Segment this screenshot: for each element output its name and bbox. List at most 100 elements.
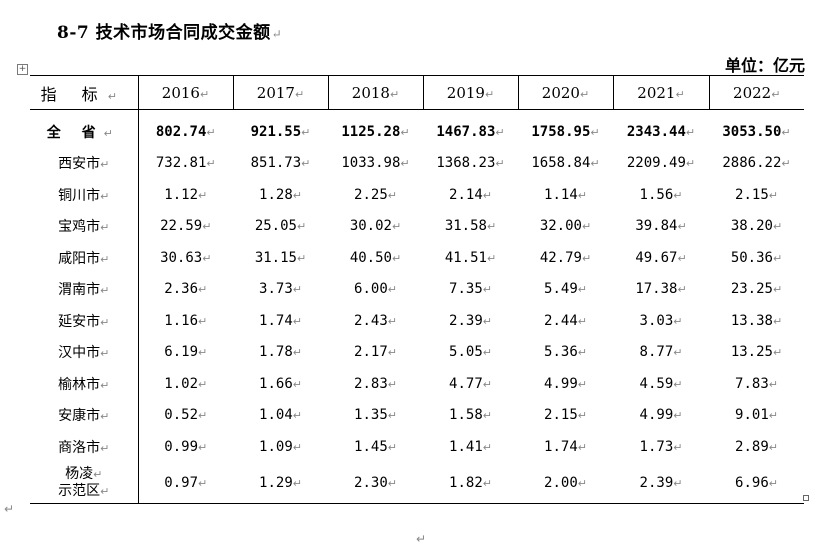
cell: 921.55↵ [250, 123, 311, 140]
row-name: 延安市↵ [30, 305, 139, 337]
cell: 2.25↵ [354, 186, 397, 203]
cell: 5.05↵ [449, 344, 492, 361]
cell: 22.59↵ [160, 218, 212, 235]
row-name: 杨凌↵ 示范区↵ [30, 462, 139, 504]
row-name: 商洛市↵ [30, 431, 139, 463]
cell: 41.51↵ [444, 249, 497, 266]
header-year: 2021↵ [612, 75, 709, 110]
cell: 732.81↵ [155, 155, 216, 172]
cell: 2886.22↵ [722, 155, 791, 172]
cell: 6.96↵ [709, 462, 804, 504]
header-year: 2017↵ [232, 75, 328, 110]
cell: 2343.44↵ [626, 123, 696, 140]
cell: 1658.84↵ [531, 155, 600, 172]
table-row: 安康市↵ 0.52↵ 1.04↵ 1.35↵ 1.58↵ 2.15↵ 4.99↵… [30, 399, 804, 431]
cell: 3.73↵ [259, 281, 302, 298]
cell: 50.36↵ [730, 249, 783, 266]
cell: 2.39↵ [613, 462, 709, 504]
cell: 2.15↵ [544, 407, 587, 424]
cell: 1467.83↵ [436, 123, 505, 140]
cell: 1.29↵ [233, 462, 328, 504]
cell: 25.05↵ [254, 218, 307, 235]
cell: 1758.95↵ [531, 123, 600, 140]
cell: 2209.49↵ [626, 155, 696, 172]
cell: 49.67↵ [635, 249, 687, 266]
table-row: 商洛市↵ 0.99↵ 1.09↵ 1.45↵ 1.41↵ 1.74↵ 1.73↵… [30, 431, 804, 463]
cell: 802.74↵ [155, 123, 216, 140]
cell: 31.58↵ [444, 218, 497, 235]
row-name: 咸阳市↵ [30, 242, 139, 274]
cell: 2.17↵ [354, 344, 397, 361]
cell: 1.12↵ [164, 186, 208, 203]
cell: 1.14↵ [544, 186, 587, 203]
cell: 6.00↵ [354, 281, 397, 298]
cell: 1.09↵ [259, 438, 302, 455]
cell: 5.36↵ [544, 344, 587, 361]
cell: 1033.98↵ [341, 155, 410, 172]
cell: 1.58↵ [449, 407, 492, 424]
cell: 1.02↵ [164, 375, 208, 392]
cell: 0.52↵ [164, 407, 208, 424]
table-move-handle-icon[interactable]: + [17, 64, 28, 75]
cell: 2.89↵ [735, 438, 778, 455]
cell: 3053.50↵ [722, 123, 791, 140]
table-row: 咸阳市↵ 30.63↵ 31.15↵ 40.50↵ 41.51↵ 42.79↵ … [30, 242, 804, 274]
cell: 13.25↵ [730, 344, 783, 361]
table-row: 铜川市↵ 1.12↵ 1.28↵ 2.25↵ 2.14↵ 1.14↵ 1.56↵… [30, 179, 804, 211]
header-row: 指 标↵ 2016↵ 2017↵ 2018↵ 2019↵ 2020↵ 2021↵… [30, 75, 804, 110]
cell: 7.83↵ [735, 375, 778, 392]
cell: 1.66↵ [259, 375, 302, 392]
cell: 5.49↵ [544, 281, 587, 298]
header-year: 2019↵ [422, 75, 518, 110]
cell: 3.03↵ [639, 312, 683, 329]
cell: 8.77↵ [639, 344, 683, 361]
table-row: 全 省↵ 802.74↵ 921.55↵ 1125.28↵ 1467.83↵ 1… [30, 109, 804, 148]
cell: 2.39↵ [449, 312, 492, 329]
row-name: 榆林市↵ [30, 368, 139, 400]
row-name: 安康市↵ [30, 399, 139, 431]
cell: 31.15↵ [254, 249, 307, 266]
table-row: 西安市↵ 732.81↵ 851.73↵ 1033.98↵ 1368.23↵ 1… [30, 147, 804, 179]
row-name: 铜川市↵ [30, 179, 139, 211]
cell: 2.43↵ [354, 312, 397, 329]
table-row: 延安市↵ 1.16↵ 1.74↵ 2.43↵ 2.39↵ 2.44↵ 3.03↵… [30, 305, 804, 337]
header-year: 2016↵ [137, 75, 233, 110]
cell: 1.16↵ [164, 312, 208, 329]
cell: 42.79↵ [539, 249, 592, 266]
cell: 1.56↵ [639, 186, 683, 203]
cell: 1.73↵ [639, 438, 683, 455]
cell: 30.02↵ [349, 218, 402, 235]
cell: 1368.23↵ [436, 155, 505, 172]
table-row: 渭南市↵ 2.36↵ 3.73↵ 6.00↵ 7.35↵ 5.49↵ 17.38… [30, 273, 804, 305]
cell: 6.19↵ [164, 344, 208, 361]
cell: 2.36↵ [164, 281, 208, 298]
cell: 851.73↵ [250, 155, 311, 172]
cell: 1.04↵ [259, 407, 302, 424]
cell: 1.35↵ [354, 407, 397, 424]
cell: 0.99↵ [164, 438, 208, 455]
cell: 1.28↵ [259, 186, 302, 203]
cell: 2.44↵ [544, 312, 587, 329]
cell: 1.82↵ [423, 462, 518, 504]
cell: 4.99↵ [639, 407, 683, 424]
cell: 13.38↵ [730, 312, 783, 329]
table-row: 汉中市↵ 6.19↵ 1.78↵ 2.17↵ 5.05↵ 5.36↵ 8.77↵… [30, 336, 804, 368]
row-name: 汉中市↵ [30, 336, 139, 368]
cell: 1.45↵ [354, 438, 397, 455]
cell: 4.77↵ [449, 375, 492, 392]
table-title: 8-7 技术市场合同成交金额↵ [57, 23, 283, 43]
cell: 39.84↵ [635, 218, 687, 235]
cell: 38.20↵ [730, 218, 783, 235]
cell: 2.83↵ [354, 375, 397, 392]
paragraph-mark-icon: ↵ [416, 532, 427, 546]
row-name: 渭南市↵ [30, 273, 139, 305]
cell: 1125.28↵ [341, 123, 410, 140]
row-name: 西安市↵ [30, 147, 139, 179]
cell: 1.74↵ [259, 312, 302, 329]
cell: 1.78↵ [259, 344, 302, 361]
cell: 23.25↵ [730, 281, 783, 298]
cell: 9.01↵ [735, 407, 778, 424]
cell: 1.74↵ [544, 438, 587, 455]
table-resize-handle[interactable] [803, 495, 809, 501]
cell: 2.00↵ [518, 462, 613, 504]
